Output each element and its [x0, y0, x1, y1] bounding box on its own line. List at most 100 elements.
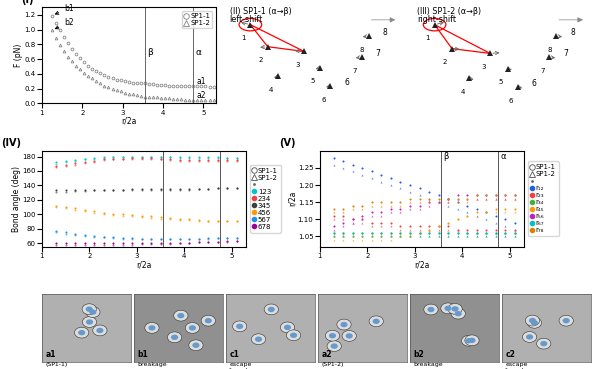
Text: 8: 8 [570, 28, 575, 37]
Text: 6: 6 [532, 79, 537, 88]
Legend: SP1-1, SP1-2: SP1-1, SP1-2 [183, 11, 212, 28]
Circle shape [189, 325, 196, 331]
Circle shape [526, 334, 533, 339]
Text: 6: 6 [509, 97, 513, 104]
Text: 3: 3 [295, 62, 300, 68]
Circle shape [149, 325, 155, 331]
Circle shape [461, 335, 476, 346]
Circle shape [86, 307, 100, 317]
Circle shape [82, 304, 96, 314]
Y-axis label: Bond angle (deg): Bond angle (deg) [12, 166, 21, 232]
Text: b1: b1 [137, 350, 148, 359]
Text: escape
from trap: escape from trap [229, 362, 259, 369]
Text: α: α [501, 152, 506, 161]
Circle shape [522, 332, 537, 342]
Circle shape [373, 318, 380, 324]
Circle shape [448, 303, 462, 314]
Text: 6: 6 [344, 78, 349, 87]
Text: 7: 7 [563, 49, 568, 58]
Circle shape [78, 330, 85, 335]
Text: 3: 3 [481, 64, 485, 70]
Text: (SP1-2): (SP1-2) [321, 362, 344, 367]
Circle shape [201, 315, 216, 326]
Circle shape [562, 318, 570, 323]
Circle shape [441, 303, 455, 314]
Text: 1: 1 [426, 35, 430, 41]
Circle shape [469, 338, 476, 343]
Circle shape [192, 342, 199, 348]
Text: 5: 5 [498, 79, 503, 85]
Circle shape [264, 304, 278, 315]
Text: escape
from trap: escape from trap [505, 362, 535, 369]
Circle shape [189, 340, 203, 351]
Text: (II) SP1-1 (α→β): (II) SP1-1 (α→β) [229, 7, 291, 16]
Circle shape [451, 308, 466, 319]
Circle shape [427, 307, 435, 312]
Circle shape [236, 324, 243, 329]
Circle shape [325, 330, 340, 341]
Circle shape [255, 337, 262, 342]
Circle shape [167, 332, 181, 343]
Circle shape [177, 313, 184, 318]
Circle shape [531, 320, 538, 325]
Circle shape [540, 341, 547, 346]
Text: 8: 8 [383, 28, 387, 37]
Legend: SP1-1, SP1-2, , r₁₂, r₂₃, r₃₄, r₄₅, r₅₆, r₆₇, r₇₈: SP1-1, SP1-2, , r₁₂, r₂₃, r₃₄, r₄₅, r₅₆,… [528, 161, 559, 236]
Text: a2: a2 [196, 91, 206, 100]
Text: (IV): (IV) [1, 138, 21, 148]
Y-axis label: F (pN): F (pN) [14, 44, 23, 67]
Text: c2: c2 [505, 350, 515, 359]
Text: 5: 5 [311, 78, 315, 85]
Circle shape [465, 338, 472, 344]
Text: 2: 2 [443, 59, 447, 65]
Circle shape [342, 331, 356, 341]
Circle shape [369, 316, 383, 327]
Circle shape [82, 317, 97, 327]
Circle shape [174, 310, 188, 321]
Circle shape [205, 318, 212, 323]
Circle shape [346, 333, 353, 339]
Text: left-shift: left-shift [229, 15, 263, 24]
Text: 8: 8 [359, 47, 364, 53]
Text: β: β [444, 152, 449, 161]
Circle shape [267, 307, 275, 312]
Text: 7: 7 [376, 49, 380, 58]
Text: β: β [147, 48, 153, 57]
Circle shape [455, 311, 462, 316]
X-axis label: r/2a: r/2a [414, 261, 430, 269]
Circle shape [465, 335, 479, 346]
Text: breakage: breakage [413, 362, 443, 367]
Circle shape [424, 304, 438, 315]
Circle shape [284, 325, 291, 330]
Circle shape [145, 323, 159, 333]
Circle shape [281, 322, 295, 333]
Circle shape [86, 319, 93, 325]
Circle shape [232, 321, 247, 332]
Text: 1: 1 [241, 35, 245, 41]
Circle shape [337, 319, 351, 330]
Circle shape [86, 307, 93, 312]
Text: 4: 4 [460, 89, 464, 95]
Circle shape [529, 318, 536, 323]
Text: (I): (I) [21, 0, 33, 4]
Legend: SP1-1, SP1-2, , 123, 234, 345, 456, 567, 678: SP1-1, SP1-2, , 123, 234, 345, 456, 567,… [250, 165, 281, 233]
Circle shape [290, 332, 297, 338]
Text: (SP1-1): (SP1-1) [45, 362, 67, 367]
Circle shape [329, 333, 336, 338]
Text: 6: 6 [321, 97, 325, 103]
Text: (III) SP1-2 (α→β): (III) SP1-2 (α→β) [417, 7, 481, 16]
Text: b2: b2 [56, 18, 73, 29]
Y-axis label: r/2a: r/2a [287, 191, 296, 206]
Circle shape [251, 334, 266, 345]
Text: (V): (V) [279, 138, 296, 148]
Circle shape [525, 315, 540, 326]
Text: b2: b2 [413, 350, 424, 359]
Text: α: α [196, 48, 202, 57]
Text: 7: 7 [352, 68, 357, 74]
Circle shape [171, 335, 178, 340]
Circle shape [287, 330, 301, 341]
X-axis label: r/2a: r/2a [121, 117, 136, 126]
Circle shape [93, 325, 107, 336]
Text: c1: c1 [229, 350, 239, 359]
Circle shape [451, 306, 458, 311]
